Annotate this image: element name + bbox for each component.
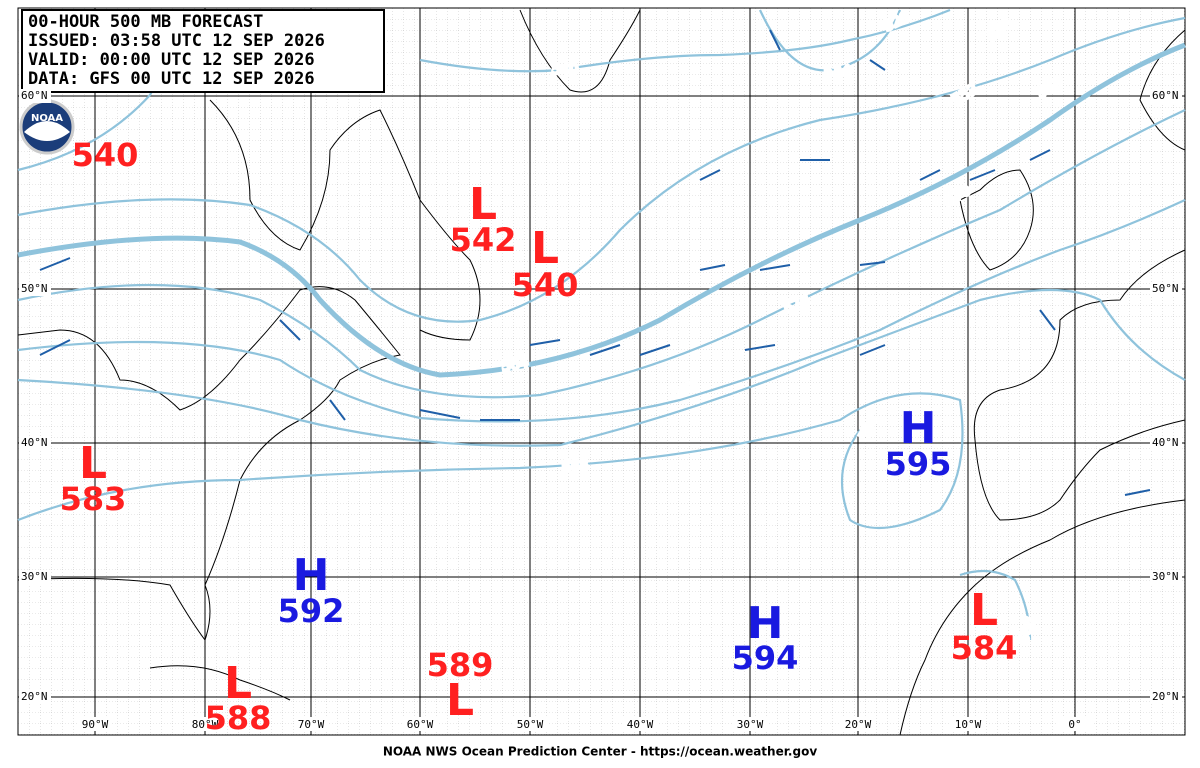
lat-label-bg [1150, 570, 1182, 584]
noaa-logo [19, 99, 75, 155]
system-letter: H [747, 598, 784, 649]
lat-label-bg [19, 570, 51, 584]
system-value: 588 [205, 699, 272, 737]
system-letter: H [900, 403, 937, 454]
contour-label: 540 [552, 62, 579, 78]
lon-label-bg [1058, 717, 1092, 731]
header-line: DATA: GFS 00 UTC 12 SEP 2026 [28, 69, 315, 89]
lon-label-bg [951, 717, 985, 731]
lat-label-bg [1150, 89, 1182, 103]
lat-label: 20°N [21, 690, 48, 703]
lat-label-bg [19, 282, 51, 296]
contour-label: 564 [500, 355, 529, 375]
system-letter: L [469, 179, 497, 230]
lat-label-bg [1150, 690, 1182, 704]
lat-label-bg [1150, 282, 1182, 296]
system-value: 594 [732, 639, 799, 677]
header-box [21, 9, 385, 93]
map-frame [17, 7, 1186, 736]
system-value: 589 [427, 646, 494, 684]
lat-label: 40°N [21, 436, 48, 449]
system-value: 542 [450, 221, 517, 259]
lon-label-bg [78, 717, 112, 731]
lat-label-bg [19, 436, 51, 450]
system-letter: L [970, 585, 998, 636]
system-letter: L [224, 658, 252, 709]
lat-label: 50°N [1152, 282, 1179, 295]
lat-label-bg [19, 89, 51, 103]
lon-label-bg [294, 717, 328, 731]
contour-label: 588 [561, 457, 589, 475]
contour-label: 534 [824, 64, 851, 80]
lon-label: 20°W [845, 718, 872, 731]
header-line: ISSUED: 03:58 UTC 12 SEP 2026 [28, 31, 325, 51]
lat-label-bg [19, 690, 51, 704]
lon-label: 70°W [298, 718, 325, 731]
system-letter: L [446, 675, 474, 726]
lon-label-bg [188, 717, 222, 731]
footer: NOAA NWS Ocean Prediction Center - https… [383, 745, 817, 759]
lon-label: 40°W [627, 718, 654, 731]
header-line: VALID: 00:00 UTC 12 SEP 2026 [28, 50, 315, 70]
lon-label-bg [841, 717, 875, 731]
lon-label: 10°W [955, 718, 982, 731]
lon-label-bg [623, 717, 657, 731]
logo-text: NOAA [31, 113, 63, 124]
lon-label: 60°W [407, 718, 434, 731]
lat-label: 30°N [21, 570, 48, 583]
lon-label: 80°W [192, 718, 219, 731]
lon-label: 50°W [517, 718, 544, 731]
lat-label-bg [1150, 436, 1182, 450]
lat-label: 30°N [1152, 570, 1179, 583]
lon-label-bg [403, 717, 437, 731]
height-contours [17, 8, 1186, 641]
system-letter: L [531, 223, 559, 274]
system-letter: L [79, 438, 107, 489]
wind-barbs [39, 29, 1151, 496]
lat-label: 60°N [21, 89, 48, 102]
coastlines [17, 9, 1186, 736]
lon-label-bg [513, 717, 547, 731]
lon-label: 0° [1068, 718, 1081, 731]
system-letter: H [293, 550, 330, 601]
system-value: 540 [512, 266, 579, 304]
lon-label-bg [733, 717, 767, 731]
lon-label: 90°W [82, 718, 109, 731]
system-value: 583 [60, 480, 127, 518]
lat-label: 40°N [1152, 436, 1179, 449]
system-value: 592 [278, 592, 345, 630]
header-line: 00-HOUR 500 MB FORECAST [28, 12, 263, 32]
lon-label: 30°W [737, 718, 764, 731]
lat-label: 20°N [1152, 690, 1179, 703]
system-value: 595 [885, 445, 952, 483]
lat-label: 60°N [1152, 89, 1179, 102]
footer-bg [0, 737, 1200, 764]
lat-label: 50°N [21, 282, 48, 295]
system-value: 584 [951, 629, 1018, 667]
system-value: 540 [72, 136, 139, 174]
